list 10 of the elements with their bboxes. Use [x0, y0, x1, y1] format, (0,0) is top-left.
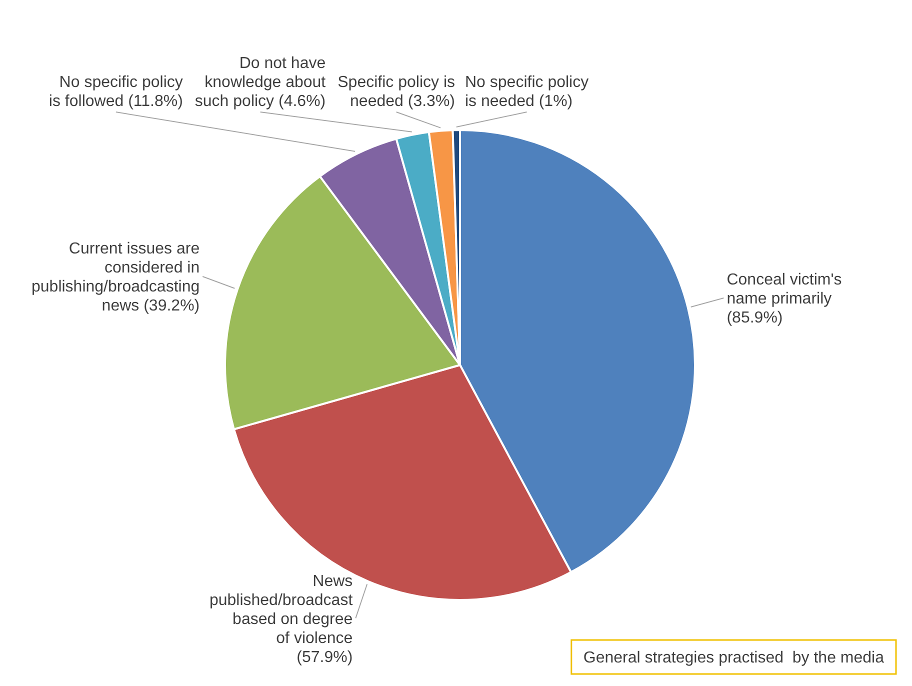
data-label: (57.9%)	[296, 648, 353, 666]
slice-label: Conceal victim's name primarily	[726, 272, 842, 308]
text: General strategies practised by the media	[583, 650, 884, 667]
slice-label: No specific policy is followed (11.8%)	[48, 74, 183, 110]
slice-label: Specific policy is needed (3.3%)	[338, 74, 455, 110]
slice-label: Current issues are considered in publishing/broadcasting news (39.2%)	[32, 240, 200, 315]
data-label: (85.9%)	[726, 310, 783, 327]
slice-label: News published/broadcast based on degree of violence	[209, 572, 354, 647]
slice-label: No specific policy is needed (1%)	[465, 74, 589, 110]
slice-label: Do not have knowledge about such policy (4.6%)	[194, 55, 326, 110]
